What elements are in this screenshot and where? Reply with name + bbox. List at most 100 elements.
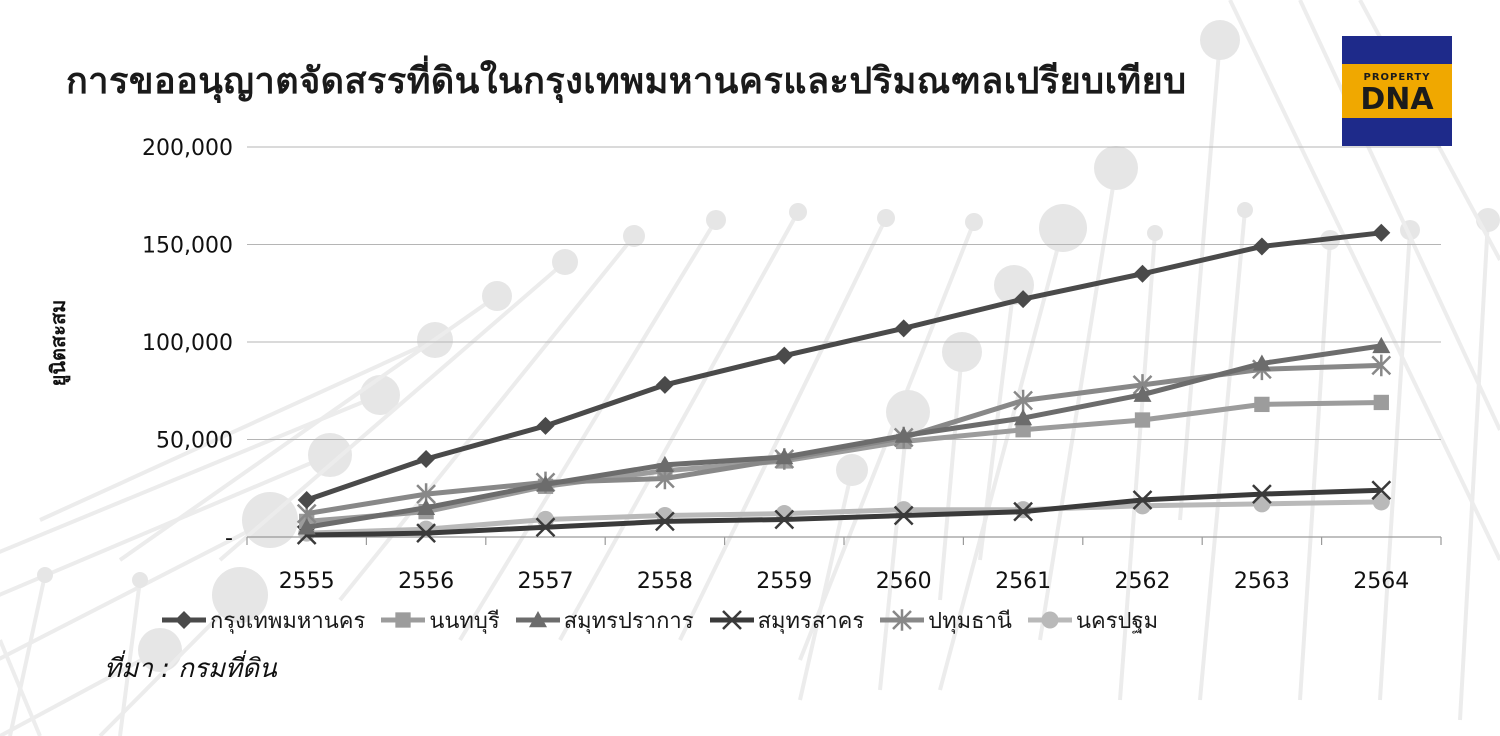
decor-pin-head — [138, 628, 182, 672]
decor-pin-head — [552, 249, 578, 275]
legend-label: นครปฐม — [1075, 608, 1159, 634]
data-point — [1372, 493, 1390, 511]
decor-pin-head — [482, 281, 512, 311]
x-tick-label: 2557 — [518, 569, 574, 594]
data-point — [536, 416, 555, 435]
data-point — [893, 505, 914, 526]
series-2 — [297, 336, 1391, 535]
logo-word-dna: DNA — [1360, 82, 1434, 117]
decor-pin-head — [1094, 146, 1138, 190]
legend-label: กรุงเทพมหานคร — [210, 608, 366, 634]
legend-swatch — [381, 612, 426, 628]
data-point — [417, 450, 436, 468]
data-point — [655, 375, 674, 394]
data-point — [894, 319, 913, 338]
decor-pin-head — [623, 225, 645, 247]
decor-pin-head — [1237, 202, 1253, 218]
decor-pin-head — [308, 433, 352, 477]
decor-pin-stem — [118, 294, 499, 562]
decor-pin-stem — [558, 211, 800, 641]
legend-label: สมุทรปราการ — [563, 608, 694, 634]
data-point — [655, 455, 674, 473]
legend-swatch — [880, 609, 925, 631]
decor-pin-head — [877, 209, 895, 227]
decor-pin-stem — [0, 518, 271, 661]
x-tick-label: 2556 — [398, 569, 454, 594]
legend-item: กรุงเทพมหานคร — [160, 603, 365, 638]
y-tick-label: 50,000 — [156, 429, 233, 454]
decor-pin-stem — [1378, 229, 1412, 701]
x-tick-label: 2562 — [1115, 569, 1171, 594]
data-point — [1014, 409, 1033, 426]
decor-pin-head — [886, 390, 930, 434]
decor-pin-stem — [938, 351, 964, 601]
series-line — [306, 487, 1382, 538]
data-point — [1013, 389, 1033, 412]
data-point — [297, 518, 316, 535]
y-tick-label: 100,000 — [142, 331, 233, 356]
data-point — [655, 511, 675, 532]
data-point — [1372, 223, 1391, 242]
chart-title: การขออนุญาตจัดสรรที่ดินในกรุงเทพมหานครแล… — [66, 61, 1187, 102]
data-point — [1254, 396, 1270, 413]
legend-item: นนทบุรี — [379, 603, 500, 638]
decor-pin-stem — [1198, 209, 1247, 701]
decor-pin-stem — [338, 234, 636, 602]
data-point — [1372, 336, 1391, 354]
decor-diagonal — [0, 639, 42, 736]
data-point — [1013, 501, 1033, 522]
decor-pin-stem — [0, 453, 331, 597]
line-chart: - 50,000 100,000 150,000 200,000 2555 2556 2557… — [142, 136, 1442, 594]
data-point — [774, 509, 795, 530]
y-tick-label: - — [225, 526, 233, 551]
series-3 — [296, 480, 1392, 545]
decor-pin-head — [37, 567, 53, 583]
decor-pin-stem — [39, 338, 436, 522]
legend-item: ปทุมธานี — [878, 603, 1012, 638]
decor-diagonal — [1298, 0, 1500, 431]
decor-pin-stem — [878, 411, 910, 691]
decor-pin-head — [789, 203, 807, 221]
decor-pin-stem — [678, 217, 888, 641]
data-point — [416, 523, 436, 543]
x-tick-label: 2555 — [279, 569, 335, 594]
y-axis-label: ยูนิตสะสม — [46, 299, 70, 387]
decor-pin-stem — [118, 579, 142, 736]
decor-pin-head — [836, 454, 868, 486]
decor-pin-stem — [218, 260, 567, 562]
data-point — [1133, 264, 1152, 283]
x-tick-label: 2564 — [1353, 569, 1409, 594]
legend-label: สมุทรสาคร — [757, 608, 865, 634]
data-point — [894, 426, 913, 443]
data-point — [1252, 354, 1271, 371]
decor-pin-stem — [1038, 167, 1118, 641]
data-point — [1253, 495, 1271, 513]
decor-pin-stem — [0, 648, 161, 736]
y-tick-label: 200,000 — [142, 136, 233, 161]
series-line — [305, 230, 1382, 503]
legend-label: นนทบุรี — [429, 608, 500, 634]
data-point — [1133, 385, 1152, 402]
series-0 — [297, 223, 1391, 509]
legend-item: สมุทรสาคร — [708, 603, 865, 638]
decor-pin-head — [132, 572, 148, 588]
data-point — [297, 490, 316, 509]
chart-legend: กรุงเทพมหานคร นนทบุรี สมุทรปราการ สมุทรสาคร… — [160, 602, 1158, 638]
source-note: ที่มา : กรมที่ดิน — [104, 654, 277, 684]
x-tick-label: 2563 — [1234, 569, 1290, 594]
data-point — [775, 346, 794, 365]
decor-pin-stem — [1298, 239, 1332, 701]
logo-bottom-strip — [1342, 118, 1452, 146]
decor-pin-stem — [1458, 219, 1490, 721]
decor-pin-head — [212, 567, 268, 623]
legend-swatch — [162, 611, 206, 629]
decor-diagonal — [1228, 0, 1500, 561]
series-1 — [299, 394, 1389, 530]
x-tick-label: 2560 — [876, 569, 932, 594]
decor-pin-head — [1039, 204, 1087, 252]
data-point — [535, 517, 556, 538]
decor-pin-head — [965, 213, 983, 231]
decor-pin-stem — [938, 227, 1065, 691]
x-tick-label: 2561 — [995, 569, 1051, 594]
x-tick-label: 2559 — [756, 569, 812, 594]
